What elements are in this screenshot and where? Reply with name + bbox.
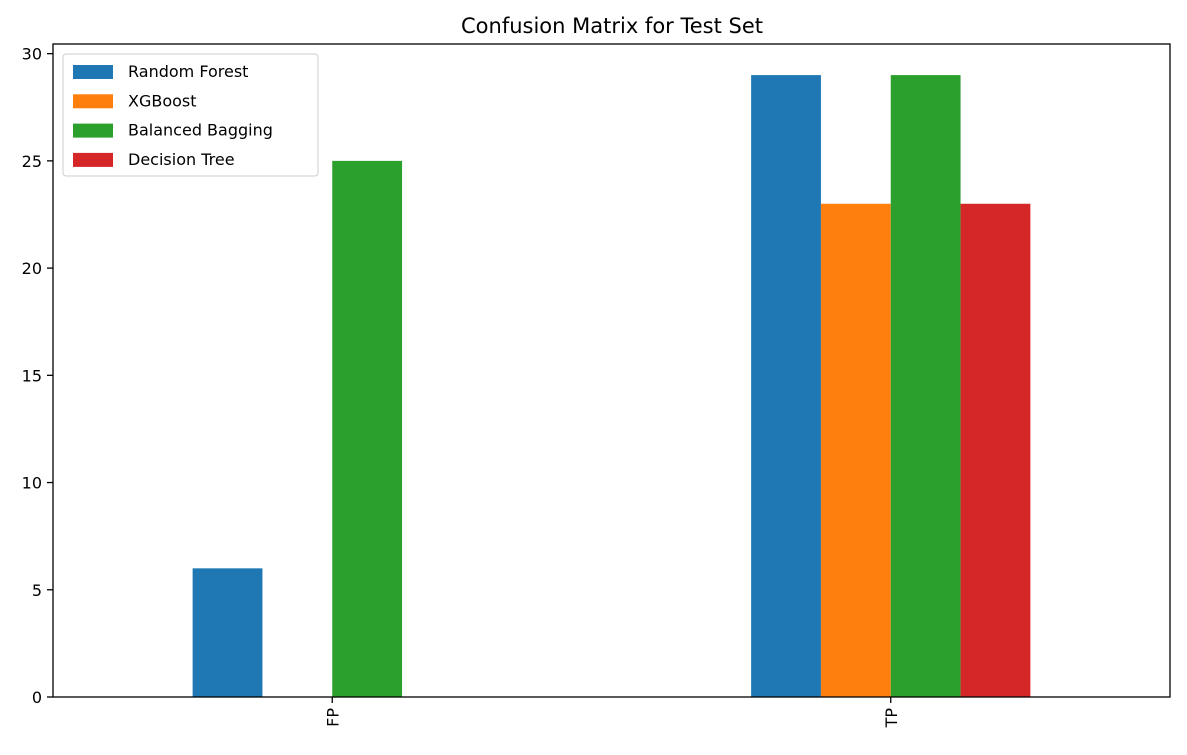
legend-swatch-random-forest bbox=[73, 65, 113, 79]
y-tick-label: 15 bbox=[22, 366, 42, 385]
bar-balanced-bagging-tp bbox=[890, 75, 961, 698]
legend-label-decision-tree: Decision Tree bbox=[128, 150, 235, 169]
legend-swatch-xgboost bbox=[73, 94, 113, 109]
legend-swatch-decision-tree bbox=[73, 152, 113, 167]
legend-label-random-forest: Random Forest bbox=[128, 62, 248, 81]
bar-random-forest-tp bbox=[751, 75, 821, 698]
bar-random-forest-fp bbox=[192, 568, 263, 697]
y-tick-label: 5 bbox=[32, 581, 42, 600]
y-tick-label: 30 bbox=[22, 45, 42, 64]
x-tick-label: TP bbox=[882, 708, 901, 729]
x-tick-label: FP bbox=[323, 708, 342, 727]
y-tick-label: 0 bbox=[32, 688, 42, 707]
y-tick-label: 20 bbox=[22, 259, 42, 278]
bars-layer bbox=[192, 75, 1031, 698]
legend-label-balanced-bagging: Balanced Bagging bbox=[128, 121, 273, 140]
y-tick-label: 25 bbox=[22, 152, 42, 171]
legend: Random Forest XGBoost Balanced Bagging Deci… bbox=[62, 53, 319, 177]
y-axis: 0 5 10 15 20 25 30 bbox=[22, 45, 53, 707]
y-tick-label: 10 bbox=[22, 474, 42, 493]
bar-balanced-bagging-fp bbox=[332, 160, 403, 698]
bar-decision-tree-tp bbox=[960, 203, 1031, 697]
plot-frame bbox=[52, 43, 1171, 698]
chart-title: Confusion Matrix for Test Set bbox=[461, 14, 763, 38]
x-axis: FP TP bbox=[323, 697, 901, 728]
legend-swatch-balanced-bagging bbox=[73, 123, 113, 138]
bar-xgboost-tp bbox=[820, 203, 891, 697]
legend-frame bbox=[62, 53, 319, 177]
legend-label-xgboost: XGBoost bbox=[128, 91, 197, 110]
